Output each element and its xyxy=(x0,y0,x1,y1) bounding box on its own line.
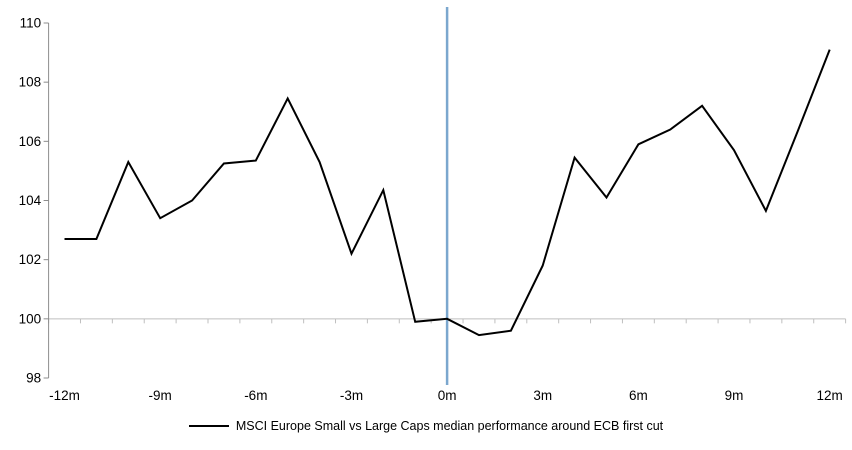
legend-label: MSCI Europe Small vs Large Caps median p… xyxy=(235,419,664,433)
x-tick-label: -3m xyxy=(340,388,363,403)
y-tick-label: 98 xyxy=(26,371,41,386)
x-tick-label: 0m xyxy=(438,388,457,403)
x-tick-label: 9m xyxy=(725,388,744,403)
series-line xyxy=(64,49,831,337)
y-tick-label: 106 xyxy=(19,134,42,149)
x-tick-label: -12m xyxy=(49,388,80,403)
y-tick-label: 100 xyxy=(19,311,42,326)
y-tick-label: 110 xyxy=(20,16,42,31)
x-tick-label: 12m xyxy=(817,388,843,403)
x-tick-label: 3m xyxy=(533,388,552,403)
x-tick-label: 6m xyxy=(629,388,648,403)
y-tick-label: 108 xyxy=(19,75,42,90)
y-tick-label: 104 xyxy=(19,193,42,208)
x-tick-label: -9m xyxy=(149,388,172,403)
legend: MSCI Europe Small vs Large Caps median p… xyxy=(0,419,852,433)
y-tick-label: 102 xyxy=(19,252,42,267)
x-tick-label: -6m xyxy=(244,388,267,403)
legend-line-sample-icon xyxy=(188,425,229,427)
